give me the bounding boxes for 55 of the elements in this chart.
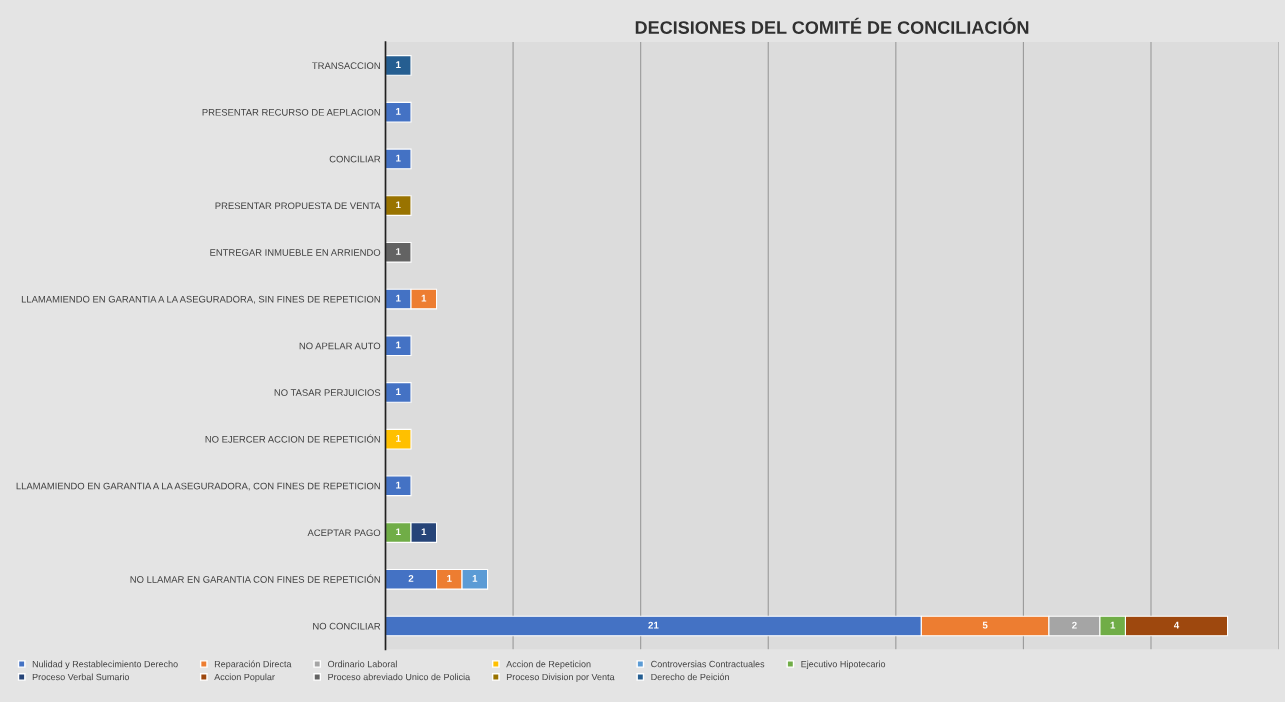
legend-label: Accion de Repeticion bbox=[506, 660, 591, 670]
bar bbox=[385, 428, 412, 450]
legend-label: Proceso abreviado Unico de Policia bbox=[328, 673, 471, 681]
y-tick-label: ACEPTAR PAGO bbox=[307, 529, 381, 537]
data-label: 1 bbox=[396, 434, 401, 442]
data-label: 1 bbox=[396, 108, 401, 115]
legend-label: Ordinario Laboral bbox=[328, 660, 397, 668]
y-tick-label: NO APELAR AUTO bbox=[299, 342, 381, 350]
bar bbox=[385, 148, 412, 170]
legend-label: Derecho de Peición bbox=[651, 673, 729, 681]
data-label: 1 bbox=[396, 201, 401, 209]
data-label: 1 bbox=[1110, 621, 1116, 629]
bar bbox=[385, 241, 412, 263]
data-label: 1 bbox=[421, 294, 427, 302]
data-label: 1 bbox=[396, 341, 401, 349]
data-label: 1 bbox=[396, 481, 401, 489]
legend-label: Controversias Contractuales bbox=[651, 660, 765, 668]
legend-label: Proceso Verbal Sumario bbox=[32, 673, 130, 681]
bar bbox=[385, 335, 412, 357]
data-label: 1 bbox=[447, 575, 452, 582]
y-tick-label: NO TASAR PERJUICIOS bbox=[274, 389, 381, 396]
y-tick-label: NO LLAMAR EN GARANTIA CON FINES DE REPETICIÓN bbox=[130, 574, 380, 583]
y-tick-label: PRESENTAR PROPUESTA DE VENTA bbox=[215, 202, 381, 210]
chart-title: DECISIONES DEL COMITÉ DE CONCILIACIÓN bbox=[635, 17, 1029, 34]
legend-label: Reparación Directa bbox=[214, 660, 292, 670]
y-tick-label: NO CONCILIAR bbox=[313, 622, 381, 630]
data-label: 1 bbox=[396, 61, 401, 68]
data-label: 1 bbox=[396, 388, 401, 395]
legend-label: Proceso Division por Venta bbox=[506, 673, 615, 682]
y-tick-label: PRESENTAR RECURSO DE AEPLACION bbox=[202, 109, 380, 116]
bar bbox=[385, 101, 412, 123]
data-label: 2 bbox=[1072, 621, 1077, 629]
bar bbox=[385, 382, 412, 403]
data-label: 21 bbox=[648, 621, 659, 629]
data-label: 2 bbox=[408, 575, 414, 582]
data-label: 1 bbox=[396, 294, 401, 302]
legend-label: Ejecutivo Hipotecario bbox=[801, 660, 886, 670]
data-label: 1 bbox=[396, 248, 401, 255]
y-tick-label: ENTREGAR INMUEBLE EN ARRIENDO bbox=[210, 249, 381, 256]
data-label: 1 bbox=[472, 575, 478, 582]
y-tick-label: LLAMAMIENDO EN GARANTIA A LA ASEGURADORA, CON FINES DE REPETICION bbox=[16, 482, 380, 491]
data-label: 1 bbox=[396, 154, 401, 162]
y-tick-label: LLAMAMIENDO EN GARANTIA A LA ASEGURADORA, SIN FINES DE REPETICION bbox=[21, 295, 380, 304]
legend-label: Accion Popular bbox=[214, 673, 275, 682]
data-label: 1 bbox=[396, 528, 401, 536]
bar bbox=[385, 55, 412, 76]
y-tick-label: NO EJERCER ACCION DE REPETICIÓN bbox=[205, 434, 380, 443]
data-label: 4 bbox=[1173, 621, 1180, 629]
y-tick-label: CONCILIAR bbox=[329, 155, 381, 163]
bar bbox=[385, 195, 412, 216]
y-tick-label: TRANSACCION bbox=[312, 62, 380, 69]
bar bbox=[385, 475, 412, 497]
data-label: 5 bbox=[982, 621, 988, 629]
data-label: 1 bbox=[421, 528, 427, 536]
legend-label: Nulidad y Restablecimiento Derecho bbox=[32, 660, 178, 670]
